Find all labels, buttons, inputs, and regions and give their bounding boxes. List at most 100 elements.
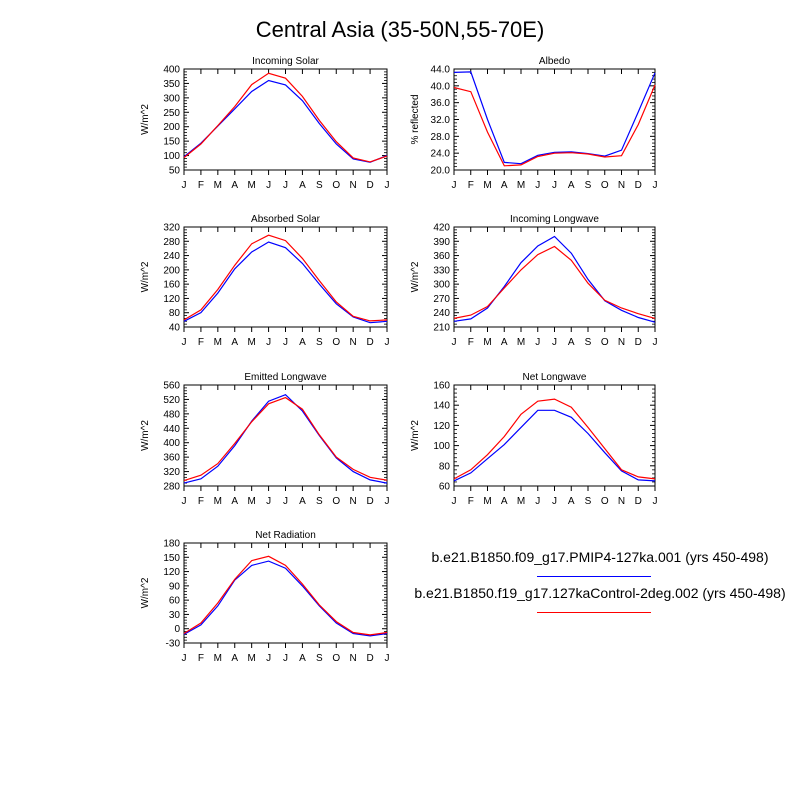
y-tick-label: 520	[163, 395, 180, 406]
panel-title: Albedo	[539, 56, 571, 67]
y-tick-label: 60	[439, 482, 451, 493]
series-line-1	[453, 71, 656, 165]
y-tick-label: 140	[433, 401, 450, 412]
x-tick-label: S	[585, 180, 592, 191]
x-tick-label: N	[350, 180, 357, 191]
x-tick-label: A	[299, 496, 306, 507]
y-axis-label: W/m^2	[410, 420, 421, 451]
series-line-2	[183, 234, 388, 322]
y-axis-label: W/m^2	[140, 261, 151, 292]
x-tick-label: A	[501, 180, 508, 191]
x-tick-label: M	[214, 180, 222, 191]
x-tick-label: A	[568, 496, 575, 507]
x-tick-label: F	[468, 180, 474, 191]
x-tick-label: M	[247, 180, 255, 191]
x-tick-label: A	[568, 180, 575, 191]
x-tick-label: O	[332, 180, 340, 191]
x-tick-label: J	[385, 496, 390, 507]
x-tick-label: A	[231, 337, 238, 348]
plot-frame	[453, 68, 656, 171]
panel-title: Emitted Longwave	[244, 372, 327, 383]
x-tick-label: J	[182, 180, 187, 191]
x-tick-label: M	[247, 337, 255, 348]
y-tick-label: 240	[433, 308, 450, 319]
panel-3: Absorbed Solar W/m^2 40 80 120 160 200 240 280 32…	[140, 214, 390, 348]
series-line-1	[183, 394, 388, 484]
x-tick-label: J	[182, 496, 187, 507]
x-tick-label: O	[332, 337, 340, 348]
x-tick-label: A	[299, 180, 306, 191]
x-tick-label: J	[552, 337, 557, 348]
y-tick-label: 40	[169, 323, 181, 334]
y-tick-label: 80	[169, 308, 181, 319]
x-tick-label: M	[483, 337, 491, 348]
x-tick-label: S	[316, 180, 323, 191]
x-tick-label: N	[350, 653, 357, 664]
x-tick-label: J	[385, 180, 390, 191]
x-tick-label: D	[635, 496, 642, 507]
y-tick-label: 320	[163, 223, 180, 234]
x-tick-label: D	[635, 337, 642, 348]
x-tick-label: J	[283, 337, 288, 348]
x-tick-label: J	[452, 496, 457, 507]
y-tick-label: 150	[163, 553, 180, 564]
x-tick-label: F	[468, 496, 474, 507]
y-tick-label: 120	[163, 567, 180, 578]
series-line-2	[183, 72, 388, 163]
x-tick-label: J	[266, 496, 271, 507]
panel-2: Albedo % reflected 20.0 24.0 28.0 32.0 36.0 40.…	[410, 56, 658, 191]
x-tick-label: D	[366, 653, 373, 664]
y-tick-label: 270	[433, 294, 450, 305]
x-tick-label: O	[332, 496, 340, 507]
y-tick-label: 240	[163, 251, 180, 262]
x-tick-label: J	[653, 337, 658, 348]
panel-4: Incoming Longwave W/m^2 210 240 270 300 330 360…	[410, 214, 658, 348]
x-tick-label: M	[247, 653, 255, 664]
y-tick-label: 32.0	[431, 115, 451, 126]
panel-title: Net Radiation	[255, 530, 316, 541]
x-tick-label: J	[535, 180, 540, 191]
series-line-2	[453, 398, 656, 480]
y-tick-label: 28.0	[431, 132, 451, 143]
series-line-1	[183, 241, 388, 324]
x-tick-label: N	[618, 496, 625, 507]
series-line-2	[453, 84, 656, 167]
y-axis-label: W/m^2	[140, 577, 151, 608]
y-tick-label: 120	[163, 294, 180, 305]
legend-label-series-1: b.e21.B1850.f09_g17.PMIP4-127ka.001 (yrs…	[431, 549, 769, 565]
y-tick-label: 160	[163, 280, 180, 291]
series-line-1	[453, 409, 656, 482]
x-tick-label: J	[452, 337, 457, 348]
y-tick-label: 60	[169, 596, 181, 607]
x-tick-label: F	[468, 337, 474, 348]
y-tick-label: 100	[433, 441, 450, 452]
x-tick-label: J	[552, 180, 557, 191]
x-tick-label: A	[299, 653, 306, 664]
x-tick-label: J	[385, 653, 390, 664]
y-tick-label: 24.0	[431, 149, 451, 160]
x-tick-label: A	[299, 337, 306, 348]
y-tick-label: 90	[169, 581, 181, 592]
y-tick-label: -30	[166, 639, 181, 650]
x-tick-label: M	[214, 496, 222, 507]
y-tick-label: 50	[169, 166, 181, 177]
y-tick-label: 30	[169, 610, 181, 621]
y-tick-label: 0	[174, 624, 180, 635]
y-tick-label: 390	[433, 237, 450, 248]
y-tick-label: 480	[163, 409, 180, 420]
y-tick-label: 400	[163, 65, 180, 76]
y-tick-label: 40.0	[431, 81, 451, 92]
x-tick-label: A	[568, 337, 575, 348]
x-tick-label: M	[483, 496, 491, 507]
x-tick-label: S	[316, 337, 323, 348]
x-tick-label: N	[618, 180, 625, 191]
y-tick-label: 360	[163, 453, 180, 464]
series-line-1	[453, 235, 656, 323]
y-axis-label: % reflected	[410, 94, 421, 144]
x-tick-label: J	[653, 496, 658, 507]
x-tick-label: N	[350, 496, 357, 507]
x-tick-label: M	[214, 337, 222, 348]
y-tick-label: 320	[163, 467, 180, 478]
y-tick-label: 80	[439, 461, 451, 472]
